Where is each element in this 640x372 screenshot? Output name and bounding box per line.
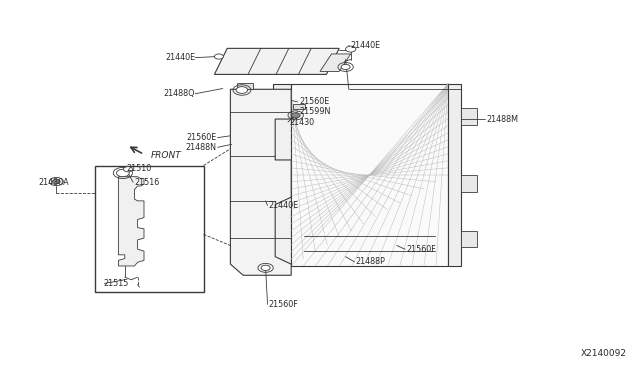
Text: 21488M: 21488M	[486, 115, 518, 124]
Polygon shape	[273, 84, 291, 266]
Polygon shape	[320, 54, 351, 71]
Bar	[291, 84, 448, 266]
Bar	[237, 83, 253, 89]
Polygon shape	[461, 231, 477, 247]
Polygon shape	[448, 84, 461, 266]
Text: 21510: 21510	[127, 164, 152, 173]
Text: 21516: 21516	[134, 178, 159, 187]
Text: 21560E: 21560E	[186, 133, 216, 142]
Polygon shape	[118, 177, 144, 266]
Circle shape	[341, 64, 350, 70]
Circle shape	[291, 113, 300, 118]
Text: 21515: 21515	[104, 279, 129, 288]
Circle shape	[261, 265, 270, 270]
Bar	[95, 166, 204, 292]
Text: 21560E: 21560E	[300, 97, 330, 106]
Polygon shape	[214, 48, 339, 74]
Text: 21599N: 21599N	[300, 107, 331, 116]
Text: 21560F: 21560F	[269, 300, 298, 309]
Text: 21488P: 21488P	[356, 257, 386, 266]
Circle shape	[116, 169, 129, 177]
Text: X2140092: X2140092	[581, 349, 627, 358]
Text: 21560F: 21560F	[406, 245, 436, 254]
Text: FRONT: FRONT	[150, 151, 181, 160]
Text: 21488N: 21488N	[186, 143, 216, 152]
Polygon shape	[461, 108, 477, 125]
Text: 21440E: 21440E	[165, 53, 195, 62]
Polygon shape	[230, 89, 291, 275]
Circle shape	[124, 167, 132, 172]
Circle shape	[346, 46, 356, 52]
Circle shape	[214, 54, 223, 59]
Polygon shape	[461, 175, 477, 192]
Text: 21488Q: 21488Q	[164, 89, 195, 98]
Circle shape	[52, 179, 60, 184]
Text: 21440E: 21440E	[351, 41, 381, 50]
Bar	[293, 104, 305, 109]
Circle shape	[236, 87, 248, 93]
Text: 21430: 21430	[289, 118, 314, 126]
Text: 21440E: 21440E	[269, 201, 299, 210]
Text: 21430A: 21430A	[38, 178, 69, 187]
